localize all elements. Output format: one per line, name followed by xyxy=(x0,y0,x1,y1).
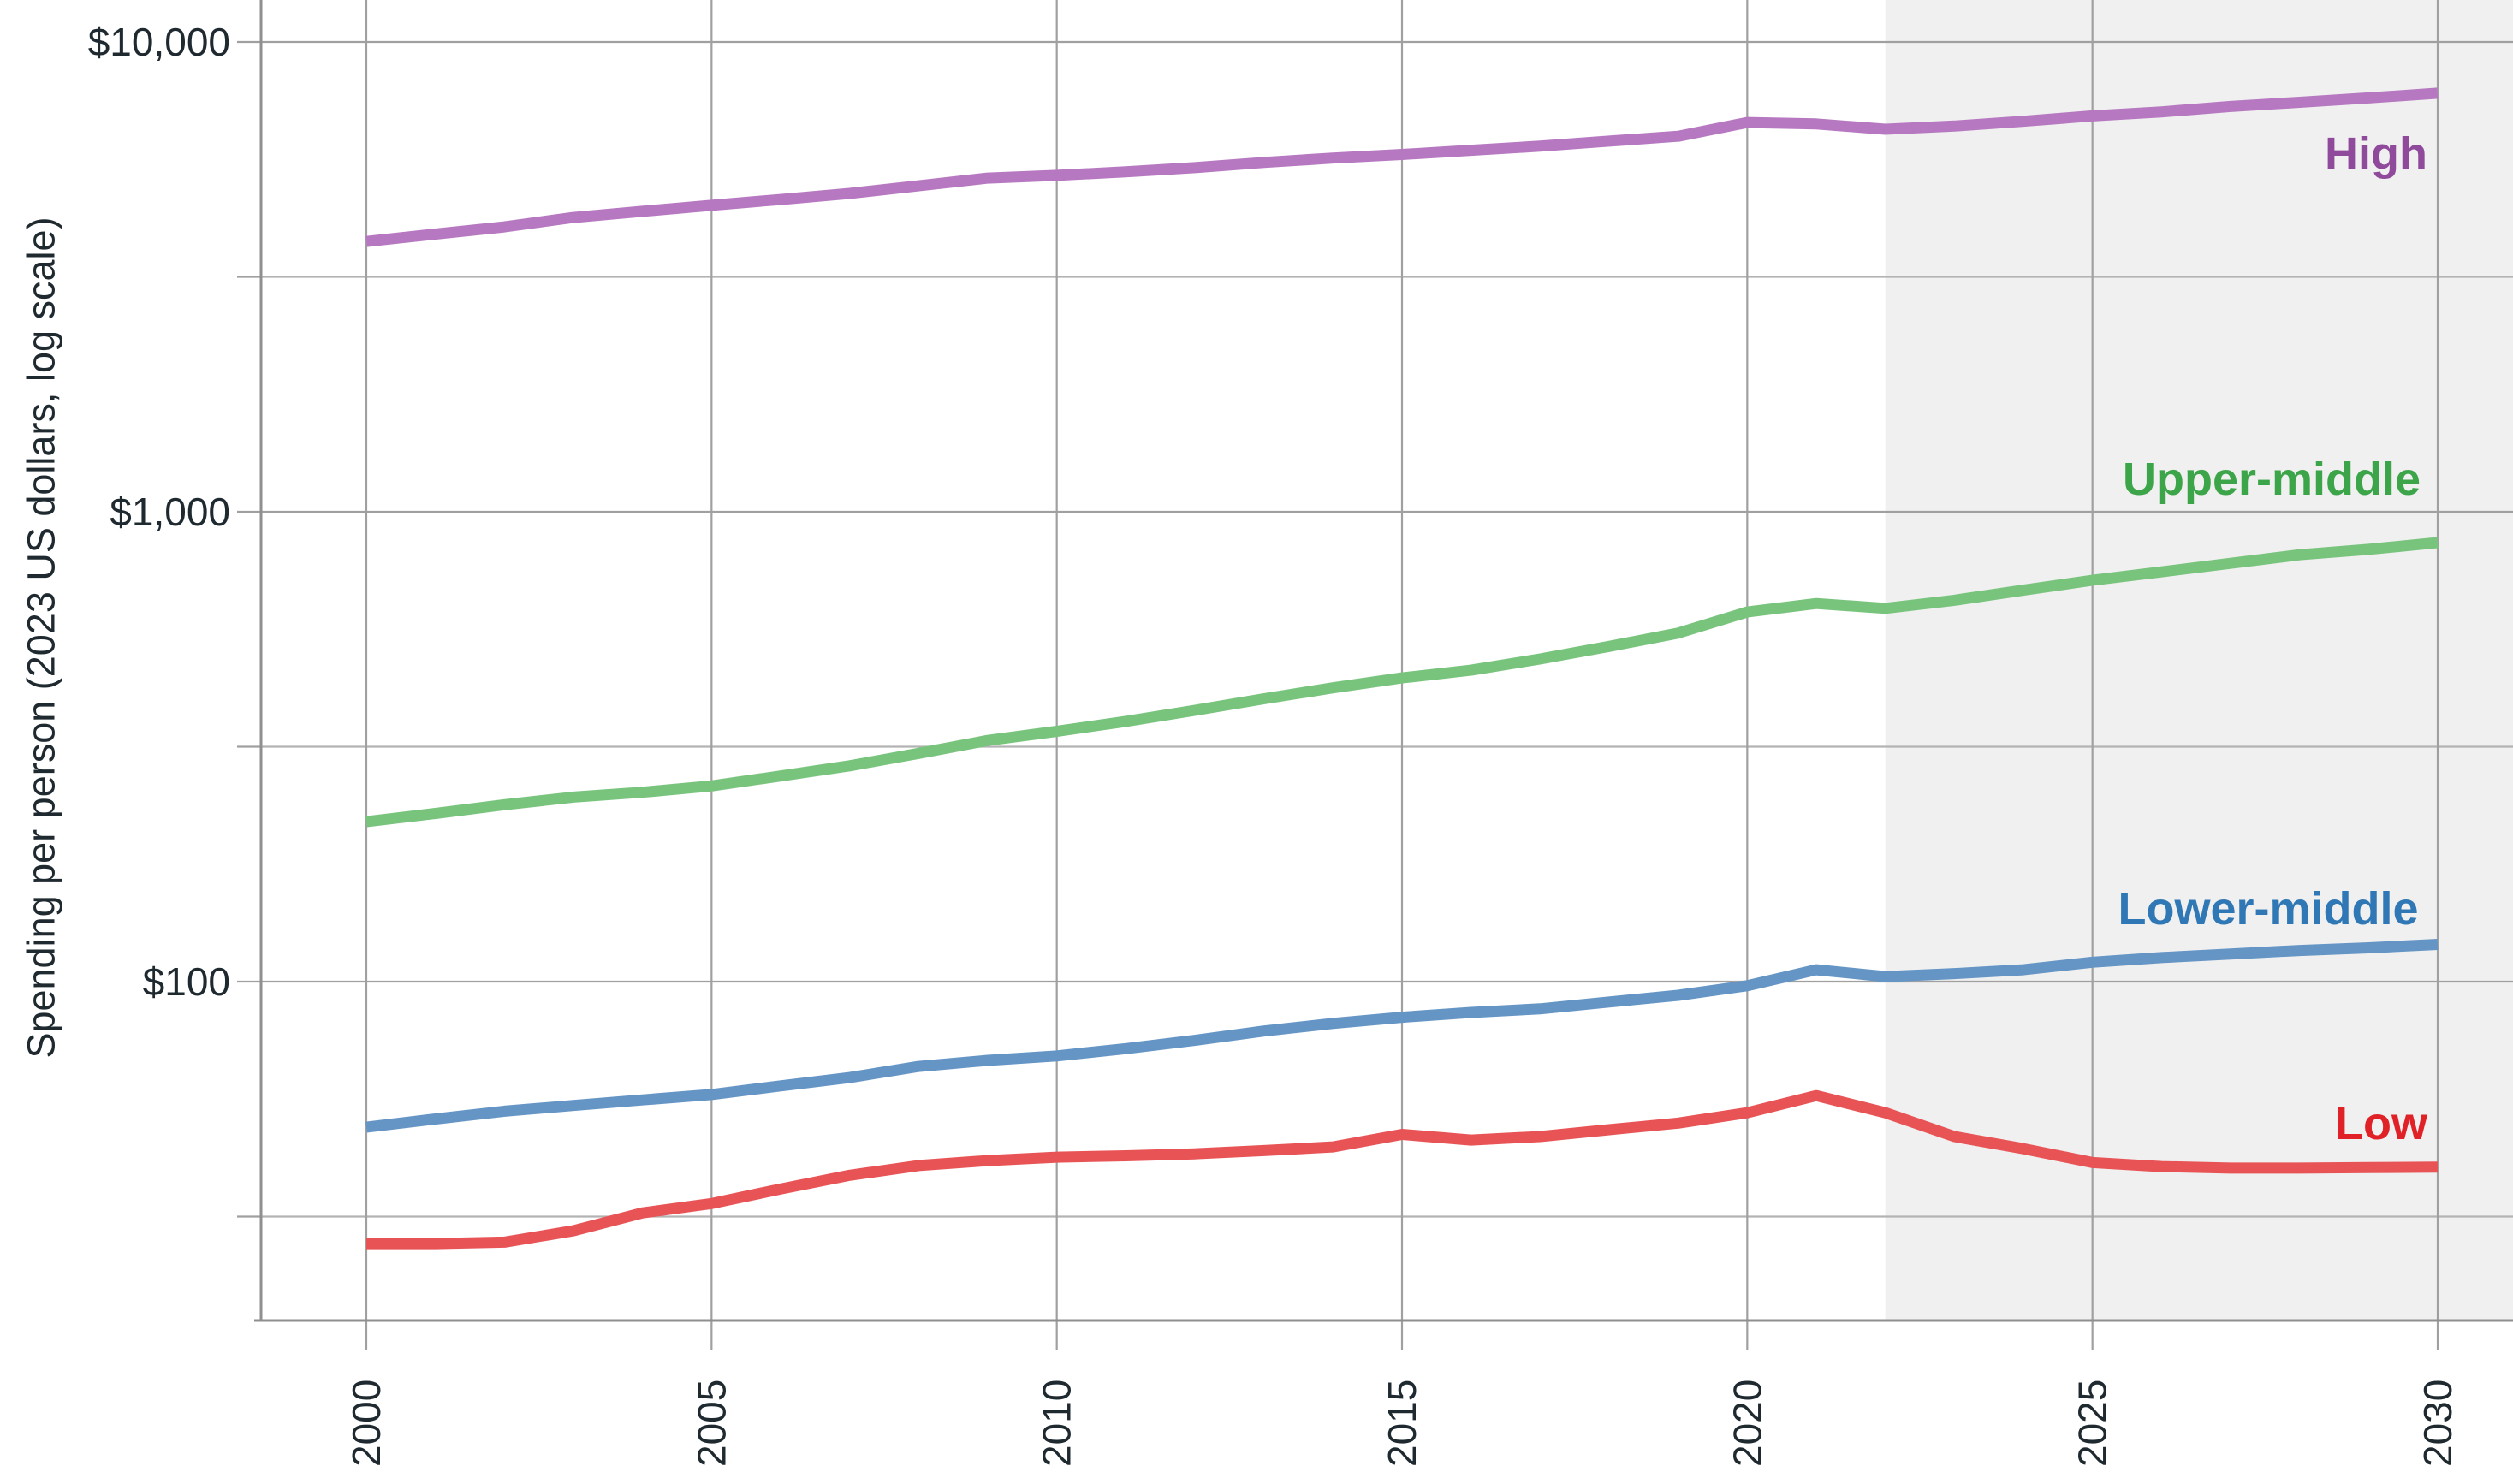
series-line-upper-middle xyxy=(365,537,2439,828)
y-tick-label-100: $100 xyxy=(143,959,230,1004)
series-label-high: High xyxy=(2325,128,2427,180)
x-tick-label-2005: 2005 xyxy=(689,1380,734,1467)
series-line-low xyxy=(366,1089,2439,1250)
x-tick-label-2025: 2025 xyxy=(2070,1380,2115,1467)
x-tick-label-2010: 2010 xyxy=(1035,1380,1079,1467)
series-label-lower-middle: Lower-middle xyxy=(2118,883,2418,935)
x-tick-label-2015: 2015 xyxy=(1380,1380,1424,1467)
forecast-shading-region xyxy=(1885,0,2513,1321)
series-line-lower-middle xyxy=(365,939,2439,1133)
x-tick-label-2000: 2000 xyxy=(344,1380,389,1467)
x-tick-label-2020: 2020 xyxy=(1725,1380,1769,1467)
y-axis-title: Spending per person (2023 US dollars, lo… xyxy=(20,217,63,1058)
y-tick-label-1000: $1,000 xyxy=(110,490,230,534)
x-tick-label-2030: 2030 xyxy=(2415,1380,2460,1467)
series-label-upper-middle: Upper-middle xyxy=(2123,454,2421,505)
series-line-high xyxy=(365,87,2439,247)
y-tick-label-10000: $10,000 xyxy=(88,20,230,64)
series-label-low: Low xyxy=(2335,1098,2428,1149)
